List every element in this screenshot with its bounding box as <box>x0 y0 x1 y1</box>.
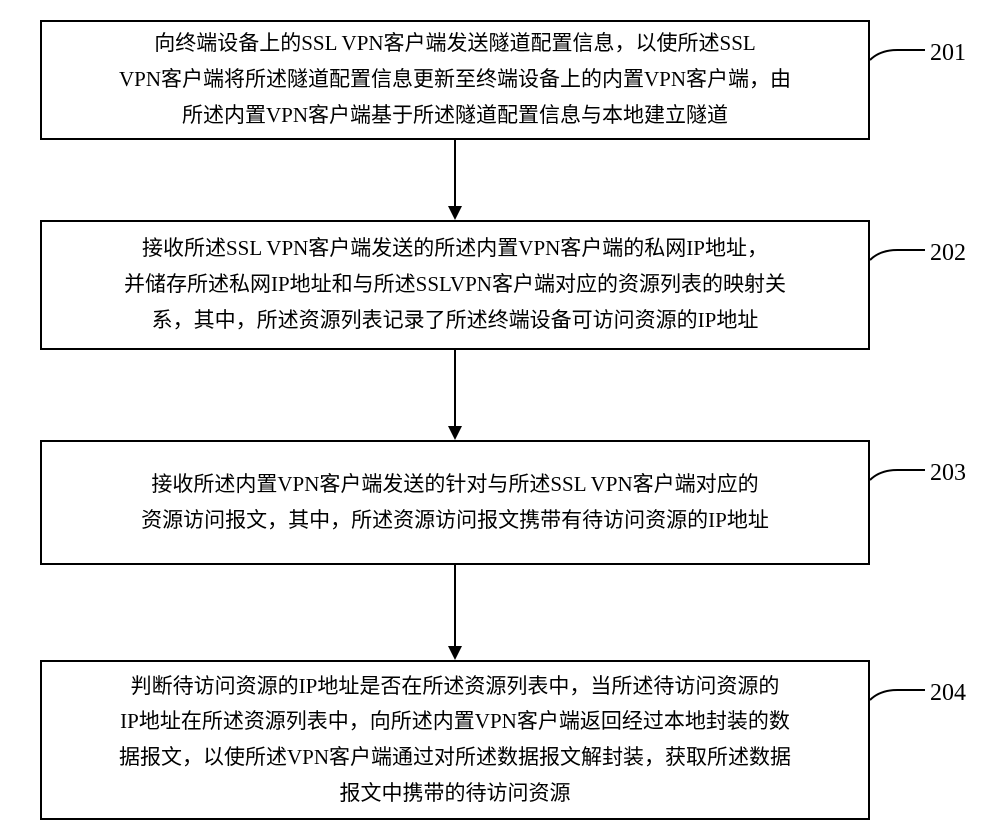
arrow-head-icon <box>448 646 462 660</box>
arrow-line <box>454 140 456 206</box>
step-label-203: 203 <box>930 460 966 487</box>
step-label-201: 201 <box>930 40 966 67</box>
step-label-202: 202 <box>930 240 966 267</box>
arrow-line <box>454 565 456 646</box>
step-box-201: 向终端设备上的SSL VPN客户端发送隧道配置信息，以使所述SSL VPN客户端… <box>40 20 870 140</box>
step-text-204: 判断待访问资源的IP地址是否在所述资源列表中，当所述待访问资源的 IP地址在所述… <box>119 669 791 812</box>
step-box-204: 判断待访问资源的IP地址是否在所述资源列表中，当所述待访问资源的 IP地址在所述… <box>40 660 870 820</box>
step-label-204: 204 <box>930 680 966 707</box>
arrow-head-icon <box>448 206 462 220</box>
step-text-203: 接收所述内置VPN客户端发送的针对与所述SSL VPN客户端对应的 资源访问报文… <box>141 467 769 538</box>
step-box-203: 接收所述内置VPN客户端发送的针对与所述SSL VPN客户端对应的 资源访问报文… <box>40 440 870 565</box>
step-text-202: 接收所述SSL VPN客户端发送的所述内置VPN客户端的私网IP地址， 并储存所… <box>124 231 786 338</box>
arrow-line <box>454 350 456 426</box>
step-text-201: 向终端设备上的SSL VPN客户端发送隧道配置信息，以使所述SSL VPN客户端… <box>119 26 791 133</box>
flowchart-canvas: 向终端设备上的SSL VPN客户端发送隧道配置信息，以使所述SSL VPN客户端… <box>0 0 1000 837</box>
step-box-202: 接收所述SSL VPN客户端发送的所述内置VPN客户端的私网IP地址， 并储存所… <box>40 220 870 350</box>
arrow-head-icon <box>448 426 462 440</box>
